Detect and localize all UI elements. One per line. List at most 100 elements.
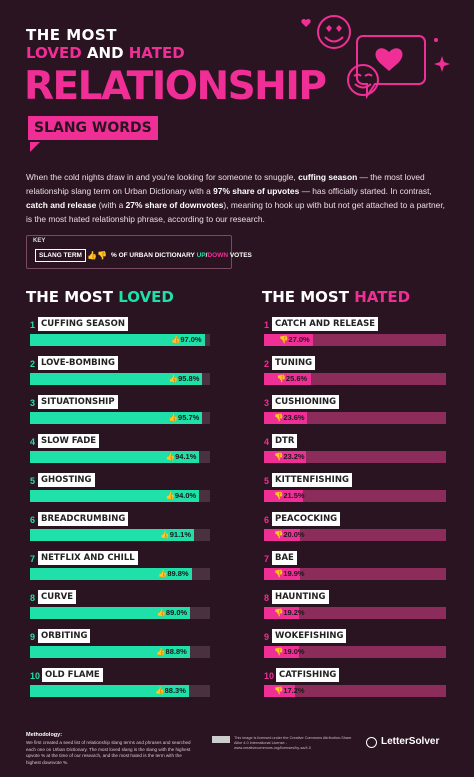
bar-fill bbox=[30, 568, 192, 580]
title-line-2: LOVED AND HATED bbox=[26, 44, 185, 62]
slang-term-label: PEACOCKING bbox=[272, 512, 341, 526]
title-and: AND bbox=[81, 44, 129, 62]
bar-fill bbox=[30, 646, 190, 658]
bar-value-label: 👍88.8% bbox=[156, 647, 187, 656]
bar-value-label: 👍95.8% bbox=[168, 374, 200, 383]
rank-number: 8 bbox=[264, 593, 270, 603]
methodology-title: Methodology: bbox=[26, 732, 63, 738]
lettersolver-logo-icon bbox=[366, 737, 377, 748]
heart-small-icon bbox=[301, 18, 311, 27]
bar-fill bbox=[264, 568, 301, 580]
slang-term-label: BREADCRUMBING bbox=[38, 512, 129, 526]
bar-value-label: 👍88.3% bbox=[155, 686, 186, 695]
heart-speech-bubble-icon bbox=[356, 35, 426, 100]
bar-track: 👎19.0% bbox=[264, 646, 446, 658]
wink-emoji-icon bbox=[347, 64, 379, 96]
creative-commons-icon bbox=[212, 736, 230, 743]
bar-fill bbox=[264, 529, 301, 541]
rank-number: 1 bbox=[264, 320, 270, 330]
thumbs-up-down-icon: 👍👎 bbox=[87, 251, 107, 260]
bar-fill bbox=[264, 490, 304, 502]
bar-value-label: 👎25.6% bbox=[276, 374, 308, 383]
bar-value-label: 👎21.5% bbox=[274, 491, 305, 500]
rank-number: 9 bbox=[30, 632, 36, 642]
legend-key: KEY SLANG TERM 👍👎 % OF URBAN DICTIONARY … bbox=[26, 235, 252, 269]
bar-fill bbox=[264, 334, 314, 346]
slang-term-label: ORBITING bbox=[38, 629, 91, 643]
rank-number: 3 bbox=[30, 398, 36, 408]
bar-fill bbox=[264, 685, 296, 697]
bar-value-label: 👎19.9% bbox=[274, 569, 305, 578]
title-line-1: THE MOST bbox=[26, 26, 117, 44]
bar-fill bbox=[30, 451, 200, 463]
rank-number: 4 bbox=[264, 437, 270, 447]
methodology-text: We first created a seed list of relation… bbox=[26, 740, 191, 765]
bar-fill bbox=[264, 373, 311, 385]
bar-track: 👎23.2% bbox=[264, 451, 446, 463]
bar-track: 👍88.3% bbox=[30, 685, 210, 697]
bar-fill bbox=[264, 646, 299, 658]
rank-number: 3 bbox=[264, 398, 270, 408]
rank-number: 10 bbox=[264, 671, 275, 681]
rank-number: 6 bbox=[264, 515, 270, 525]
slang-term-label: LOVE-BOMBING bbox=[38, 356, 118, 370]
slang-term-label: GHOSTING bbox=[38, 473, 95, 487]
brand-name: LetterSolver bbox=[381, 736, 440, 747]
rank-number: 1 bbox=[30, 320, 36, 330]
bar-fill bbox=[264, 451, 307, 463]
slang-term-label: SITUATIONSHIP bbox=[38, 395, 118, 409]
title-badge: SLANG WORDS bbox=[28, 116, 158, 140]
heart-eyes-emoji-icon bbox=[317, 15, 351, 49]
bar-value-label: 👎23.2% bbox=[274, 452, 305, 461]
bar-value-label: 👎17.2% bbox=[274, 686, 305, 695]
bar-value-label: 👍94.1% bbox=[165, 452, 197, 461]
title-relationship: RELATIONSHIP bbox=[24, 64, 327, 109]
badge-tail bbox=[30, 142, 40, 152]
emoji-decoration bbox=[301, 15, 450, 100]
bar-track: 👎25.6% bbox=[264, 373, 446, 385]
slang-term-label: SLOW FADE bbox=[38, 434, 100, 448]
slang-term-label: DTR bbox=[272, 434, 298, 448]
slang-term-label: TUNING bbox=[272, 356, 316, 370]
bar-value-label: 👍97.0% bbox=[171, 335, 202, 344]
slang-term-label: NETFLIX AND CHILL bbox=[38, 551, 138, 565]
slang-term-label: KITTENFISHING bbox=[272, 473, 352, 487]
rank-number: 8 bbox=[30, 593, 36, 603]
rank-number: 6 bbox=[30, 515, 36, 525]
rank-number: 2 bbox=[30, 359, 36, 369]
slang-term-label: CURVE bbox=[38, 590, 77, 604]
key-title: KEY bbox=[33, 238, 46, 244]
license-text: This image is licensed under the Creativ… bbox=[234, 736, 352, 750]
bar-track: 👍95.7% bbox=[30, 412, 210, 424]
slang-term-label: BAE bbox=[272, 551, 297, 565]
rank-number: 5 bbox=[264, 476, 270, 486]
bar-fill bbox=[30, 490, 200, 502]
bar-value-label: 👎27.0% bbox=[279, 335, 310, 344]
bar-fill bbox=[30, 529, 194, 541]
bar-value-label: 👎19.2% bbox=[274, 608, 305, 617]
bar-track: 👍91.1% bbox=[30, 529, 210, 541]
key-description: % OF URBAN DICTIONARY UP/DOWN VOTES bbox=[111, 252, 252, 259]
title-hated: HATED bbox=[128, 44, 185, 62]
hated-section-title: THE MOST HATED bbox=[262, 288, 411, 306]
bar-track: 👍88.8% bbox=[30, 646, 210, 658]
slang-term-label: WOKEFISHING bbox=[272, 629, 347, 643]
slang-term-label: CUFFING SEASON bbox=[38, 317, 128, 331]
bar-value-label: 👎20.0% bbox=[274, 530, 305, 539]
intro-paragraph: When the cold nights draw in and you're … bbox=[26, 172, 445, 224]
bar-fill bbox=[30, 373, 203, 385]
bar-value-label: 👎19.0% bbox=[274, 647, 305, 656]
slang-term-label: CUSHIONING bbox=[272, 395, 340, 409]
rank-number: 10 bbox=[30, 671, 41, 681]
bar-track: 👎19.9% bbox=[264, 568, 446, 580]
rank-number: 9 bbox=[264, 632, 270, 642]
bar-fill bbox=[264, 607, 299, 619]
bar-value-label: 👍89.8% bbox=[158, 569, 189, 578]
bar-track: 👍97.0% bbox=[30, 334, 210, 346]
bar-value-label: 👎23.6% bbox=[274, 413, 305, 422]
rank-number: 7 bbox=[264, 554, 270, 564]
bar-fill bbox=[30, 334, 205, 346]
bar-track: 👍95.8% bbox=[30, 373, 210, 385]
rank-number: 7 bbox=[30, 554, 36, 564]
